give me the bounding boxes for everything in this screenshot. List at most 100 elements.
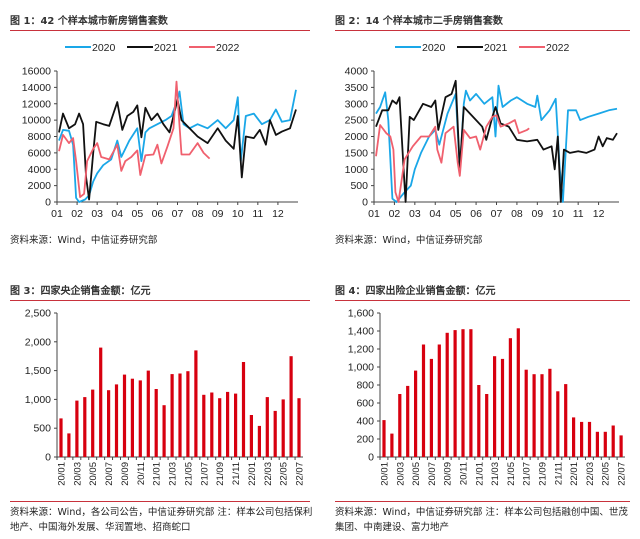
chart-3-x-tick-label: 21/07	[199, 462, 210, 486]
chart-4-bar-22/04	[595, 431, 599, 457]
chart-4-bar-20/05	[414, 370, 418, 457]
chart-2-y-tick-label: 0	[362, 197, 368, 209]
chart-4-bar-20/12	[469, 329, 473, 457]
chart-2-y-tick-label: 1500	[345, 147, 369, 159]
chart-3-bar-22/06	[289, 356, 293, 457]
chart-4-bar-21/03	[493, 356, 497, 457]
chart-4-bar-21/10	[548, 368, 552, 457]
chart-2-x-tick-label: 01	[368, 208, 380, 220]
chart-4-x-tick-label: 22/05	[601, 462, 612, 486]
chart-3-bar-20/01	[59, 418, 63, 457]
chart-4-bar-20/03	[398, 394, 402, 457]
chart-4-bar-21/04	[500, 358, 505, 457]
chart-4-bar-20/02	[390, 433, 394, 457]
chart-3-bar-20/09	[122, 374, 127, 457]
chart-3-x-tick-label: 22/03	[263, 462, 274, 486]
chart-4-x-tick-label: 22/03	[585, 462, 596, 486]
chart-4-y-tick-label: 800	[356, 380, 374, 392]
chart-4-bar-20/07	[429, 358, 433, 457]
chart-3-y-tick-label: 1,500	[25, 365, 51, 377]
chart-4-bar-20/04	[406, 385, 410, 457]
chart-4-x-tick-label: 20/01	[379, 462, 390, 486]
chart-4-bar-21/07	[524, 369, 528, 457]
chart-4-bar-21/11	[556, 391, 560, 457]
chart-3-bar-21/11	[234, 393, 238, 457]
chart-3-y-tick-label: 0	[45, 452, 51, 464]
chart-1-y-tick-label: 6000	[28, 147, 52, 159]
chart-4-bar-20/01	[382, 420, 386, 457]
chart-3-bar-22/05	[281, 399, 285, 457]
chart-2-source: 资料来源：Wind，中信证券研究部	[335, 235, 483, 246]
chart-1-y-tick-label: 4000	[28, 164, 52, 176]
chart-3-bar-22/04	[273, 410, 277, 457]
chart-4-x-tick-label: 20/11	[458, 462, 469, 485]
chart-4-y-tick-label: 400	[356, 416, 374, 428]
chart-3-bar-21/02	[162, 405, 166, 457]
chart-3-x-tick-label: 22/05	[279, 462, 290, 486]
chart-3-x-tick-label: 21/05	[183, 462, 194, 486]
chart-2-y-tick-label: 4000	[345, 66, 369, 78]
chart-1-y-tick-label: 12000	[22, 98, 51, 110]
chart-2-x-tick-label: 10	[552, 208, 564, 220]
chart-2-series-2021-line	[375, 79, 618, 203]
chart-2-x-tick-label: 07	[491, 208, 503, 220]
chart-3-x-tick-label: 22/07	[295, 462, 306, 486]
chart-3-bar-21/08	[210, 392, 214, 457]
chart-3-x-tick-label: 20/11	[136, 462, 147, 485]
chart-4-y-tick-label: 0	[368, 452, 374, 464]
chart-1-legend-label-2020: 2020	[92, 42, 116, 54]
chart-4-x-tick-label: 21/09	[538, 462, 549, 486]
chart-4-bar-21/06	[516, 328, 520, 457]
chart-2-x-tick-label: 04	[429, 208, 441, 220]
chart-3-y-tick-label: 500	[33, 423, 51, 435]
chart-3-bar-20/06	[99, 347, 103, 457]
chart-1-x-tick-label: 04	[111, 208, 123, 220]
chart-3-title-rule	[10, 300, 310, 301]
chart-2-x-tick-label: 06	[470, 208, 482, 220]
chart-2-x-tick-label: 05	[450, 208, 462, 220]
chart-3-bar-20/10	[130, 378, 134, 457]
chart-1-x-tick-label: 11	[252, 208, 263, 220]
chart-4-x-tick-label: 21/11	[553, 462, 564, 485]
chart-1-x-tick-label: 03	[91, 208, 103, 220]
chart-1-x-tick-label: 08	[192, 208, 204, 220]
chart-2-x-tick-label: 09	[531, 208, 543, 220]
chart-4-bar-20/08	[437, 344, 441, 457]
chart-4-y-tick-label: 200	[356, 434, 374, 446]
chart-1-legend-label-2022: 2022	[216, 42, 240, 54]
chart-4-y-tick-label: 1,000	[348, 362, 374, 374]
chart-3-bar-21/01	[154, 389, 158, 457]
chart-4-x-tick-label: 20/05	[411, 462, 422, 486]
chart-3-bar-21/07	[202, 394, 206, 457]
chart-4-x-tick-label: 22/01	[569, 462, 580, 486]
chart-4-bar-21/09	[540, 374, 544, 457]
chart-3-source: 资料来源：Wind，各公司公告，中信证券研究部 注：样本公司包括保利地产、中国海…	[10, 507, 313, 533]
chart-3-source-rule	[10, 501, 310, 502]
chart-4-y-tick-label: 1,400	[348, 326, 374, 338]
chart-4-y-tick-label: 600	[356, 398, 374, 410]
chart-1-series-2020-line	[58, 89, 297, 203]
chart-3-x-tick-label: 20/07	[104, 462, 115, 486]
chart-2-y-tick-label: 2500	[345, 115, 369, 127]
chart-3-y-tick-label: 2,000	[25, 336, 51, 348]
chart-4-x-tick-label: 21/03	[490, 462, 501, 486]
chart-4-x-tick-label: 20/09	[443, 462, 454, 486]
chart-2-y-tick-label: 3500	[345, 82, 369, 94]
chart-1-x-tick-label: 02	[71, 208, 83, 220]
chart-3-bar-21/05	[186, 371, 190, 457]
chart-3-bar-21/12	[241, 362, 246, 457]
chart-2-y-tick-label: 3000	[345, 98, 369, 110]
chart-1-x-tick-label: 06	[152, 208, 164, 220]
chart-3-y-tick-label: 2,500	[25, 308, 51, 320]
chart-4-bar-22/03	[587, 421, 592, 457]
chart-2-series-2022-line	[375, 114, 530, 203]
chart-4-bar-22/05	[603, 431, 607, 457]
chart-3-bar-22/03	[265, 397, 269, 457]
chart-4-bar-20/09	[445, 332, 449, 457]
chart-2-title-rule	[335, 30, 630, 31]
chart-2-y-tick-label: 2000	[345, 131, 369, 143]
chart-1-x-tick-label: 07	[172, 208, 184, 220]
chart-1-y-tick-label: 10000	[22, 115, 51, 127]
chart-3-bar-21/03	[170, 374, 174, 457]
chart-1-x-tick-label: 09	[212, 208, 224, 220]
